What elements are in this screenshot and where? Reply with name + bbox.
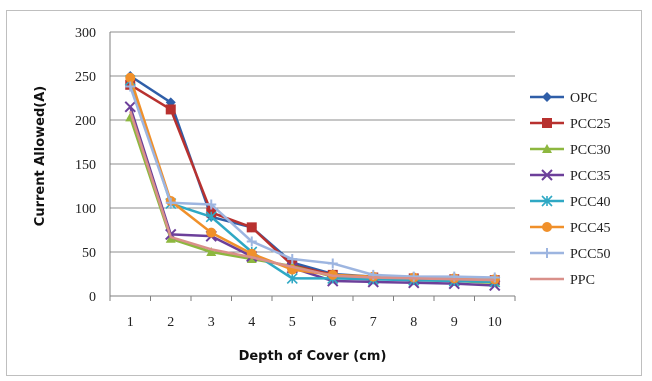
y-tick-label: 50 — [82, 246, 96, 261]
gridlines — [109, 31, 515, 297]
data-point-pcc50 — [489, 272, 500, 283]
legend-label-pcc30: PCC30 — [570, 143, 610, 158]
series-pcc25 — [125, 79, 500, 286]
x-tick-label: 4 — [248, 315, 255, 330]
x-tick-label: 10 — [488, 315, 502, 330]
series-pcc45 — [125, 72, 500, 285]
legend-label-pcc40: PCC40 — [570, 195, 610, 210]
x-tick-label: 5 — [289, 315, 296, 330]
legend-marker-pcc50 — [542, 248, 552, 258]
series-line-ppc — [129, 110, 495, 282]
chart-frame — [6, 10, 642, 376]
x-tick-label: 9 — [451, 315, 458, 330]
x-tick-label: 3 — [208, 315, 215, 330]
x-tick-label: 6 — [329, 315, 336, 330]
legend-item-pcc45: PCC45 — [530, 221, 610, 236]
legend-marker-pcc45 — [542, 222, 552, 232]
series-pcc40 — [124, 74, 501, 288]
y-tick-label: 200 — [75, 114, 96, 129]
y-tick-label: 250 — [75, 70, 96, 85]
legend-marker-pcc25 — [542, 118, 552, 128]
legend-item-pcc25: PCC25 — [530, 117, 610, 132]
data-point-pcc50 — [165, 197, 176, 208]
data-point-pcc45 — [206, 227, 217, 238]
data-point-pcc50 — [408, 271, 419, 282]
legend-label-pcc45: PCC45 — [570, 221, 610, 236]
data-point-pcc50 — [125, 81, 136, 92]
series-line-pcc50 — [129, 86, 495, 279]
legend-marker-opc — [542, 92, 552, 102]
data-point-pcc50 — [287, 254, 298, 265]
series-line-pcc25 — [129, 83, 495, 282]
x-tick-label: 8 — [410, 315, 417, 330]
series-opc — [125, 71, 500, 286]
data-point-pcc45 — [125, 72, 136, 83]
series-line-pcc35 — [129, 106, 495, 287]
legend-item-opc: OPC — [530, 91, 597, 106]
data-point-pcc40 — [286, 272, 298, 284]
legend-label-opc: OPC — [570, 91, 597, 106]
legend-label-pcc50: PCC50 — [570, 247, 610, 262]
y-tick-label: 300 — [75, 26, 96, 41]
legend-label-pcc35: PCC35 — [570, 169, 610, 184]
x-axis-ticks: 1 2 3 4 5 6 7 8 9 10 — [109, 296, 516, 330]
data-point-pcc50 — [327, 258, 338, 269]
data-point-pcc35 — [124, 101, 136, 113]
data-point-pcc50 — [206, 199, 217, 210]
data-point-pcc50 — [246, 236, 257, 247]
y-tick-label: 150 — [75, 158, 96, 173]
y-tick-label: 100 — [75, 202, 96, 217]
series-group — [124, 71, 501, 292]
x-tick-label: 1 — [127, 315, 134, 330]
y-tick-label: 0 — [89, 290, 96, 305]
y-axis-title: Current Allowed(A) — [33, 86, 48, 226]
legend: OPC PCC25 PCC30 PCC35 PCC40 PCC45 PCC50 PPC — [530, 91, 610, 288]
data-point-pcc25 — [246, 222, 257, 233]
x-tick-label: 7 — [370, 315, 377, 330]
legend-marker-pcc40 — [541, 195, 553, 207]
legend-item-pcc50: PCC50 — [530, 247, 610, 262]
legend-item-pcc30: PCC30 — [530, 143, 610, 158]
series-pcc50 — [125, 81, 500, 283]
legend-item-pcc35: PCC35 — [530, 169, 610, 184]
legend-marker-pcc35 — [541, 169, 553, 181]
legend-label-pcc25: PCC25 — [570, 117, 610, 132]
legend-item-pcc40: PCC40 — [530, 195, 610, 210]
series-ppc — [129, 110, 495, 282]
data-point-pcc25 — [165, 104, 176, 115]
legend-marker-pcc30 — [542, 144, 552, 153]
series-line-pcc40 — [129, 80, 495, 284]
data-point-pcc30 — [206, 247, 217, 256]
y-axis-ticks: 0 50 100 150 200 250 300 — [75, 26, 96, 305]
legend-item-ppc: PPC — [530, 273, 595, 288]
series-line-pcc45 — [129, 77, 495, 281]
legend-label-ppc: PPC — [570, 273, 595, 288]
data-point-pcc40 — [205, 211, 217, 223]
series-line-opc — [129, 74, 495, 282]
x-tick-label: 2 — [167, 315, 174, 330]
x-axis-title: Depth of Cover (cm) — [239, 349, 387, 364]
